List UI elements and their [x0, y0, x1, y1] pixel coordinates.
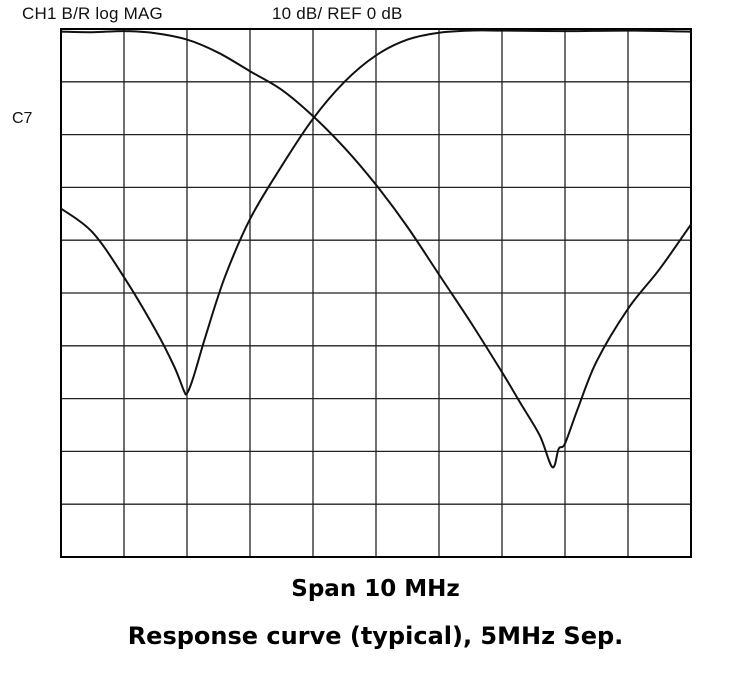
plot-series [60, 29, 692, 469]
caption-span: Span 10 MHz [291, 576, 460, 602]
response-curve-2 [60, 29, 692, 396]
response-curve-1 [60, 30, 692, 469]
caption-title: Response curve (typical), 5MHz Sep. [127, 622, 624, 650]
header-channel-label: CH1 B/R log MAG [22, 4, 163, 23]
plot-grid [61, 29, 691, 557]
response-plot [60, 28, 692, 558]
plot-frame [60, 28, 692, 558]
marker-label: C7 [12, 110, 33, 127]
header-scale-label: 10 dB/ REF 0 dB [272, 4, 403, 23]
